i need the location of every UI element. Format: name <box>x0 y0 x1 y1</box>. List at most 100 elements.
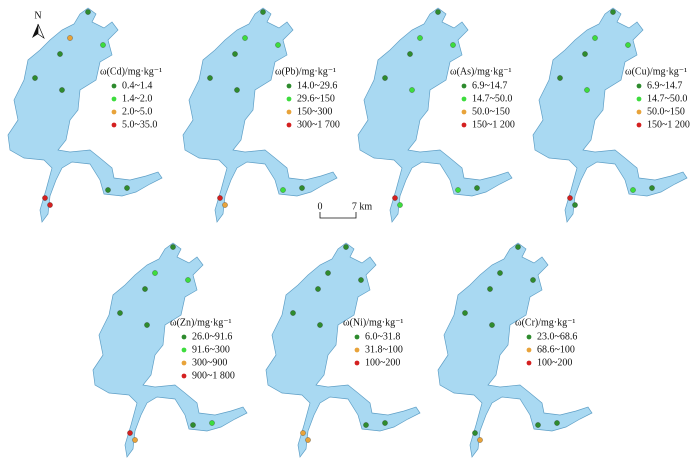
legend-swatch <box>526 360 532 366</box>
legend-swatch <box>181 347 187 353</box>
legend-swatch <box>181 334 187 340</box>
sample-site <box>124 185 130 191</box>
sample-site <box>305 437 311 443</box>
sample-site <box>455 187 461 193</box>
sample-site <box>142 286 148 292</box>
sample-site <box>358 277 364 283</box>
legend-swatch <box>636 109 642 115</box>
legend-swatch <box>111 96 117 102</box>
sample-site <box>584 87 590 93</box>
north-arrow: N <box>32 10 45 39</box>
legend-swatch <box>111 83 117 89</box>
sample-site <box>105 187 111 193</box>
legend-title: ω(Zn)/mg·kg⁻¹ <box>170 317 232 328</box>
sample-site <box>152 270 158 276</box>
sample-site <box>477 437 483 443</box>
sample-site <box>67 35 73 41</box>
sample-site <box>32 75 38 81</box>
sample-site <box>315 286 321 292</box>
sample-site <box>407 51 413 57</box>
sample-site <box>234 87 240 93</box>
legend-label: 300~900 <box>192 357 227 368</box>
sample-site <box>582 51 588 57</box>
legend-label: 50.0~150 <box>647 106 685 117</box>
sample-site <box>132 437 138 443</box>
legend-title: ω(Cd)/mg·kg⁻¹ <box>100 66 162 77</box>
legend-title: ω(Cr)/mg·kg⁻¹ <box>515 317 575 328</box>
sample-site <box>100 42 106 48</box>
sample-site <box>630 187 636 193</box>
sample-site <box>144 322 150 328</box>
legend-label: 14.0~29.6 <box>297 80 337 91</box>
legend-label: 29.6~150 <box>297 93 335 104</box>
legend-swatch <box>461 122 467 128</box>
sample-site <box>209 420 215 426</box>
sample-site <box>275 42 281 48</box>
sample-site <box>450 42 456 48</box>
sample-site <box>290 310 296 316</box>
sample-site <box>232 51 238 57</box>
legend-label: 1.4~2.0 <box>122 93 152 104</box>
legend-swatch <box>461 83 467 89</box>
sample-site <box>409 87 415 93</box>
legend-label: 6.9~14.7 <box>472 80 507 91</box>
legend-label: 23.0~68.6 <box>537 331 577 342</box>
legend-label: 26.0~91.6 <box>192 331 232 342</box>
legend-swatch <box>461 96 467 102</box>
legend-swatch <box>286 109 292 115</box>
map-panel: ω(As)/mg·kg⁻¹ 6.9~14.7 14.7~50.0 50.0~150 15… <box>357 7 515 223</box>
scale-start: 0 <box>318 201 323 212</box>
sample-site <box>487 286 493 292</box>
legend-label: 100~200 <box>365 357 400 368</box>
sample-site <box>649 185 655 191</box>
sample-site <box>343 244 349 250</box>
map-panel: ω(Cd)/mg·kg⁻¹ 0.4~1.4 1.4~2.0 2.0~5.0 5.0~35… <box>7 7 163 223</box>
legend-swatch <box>181 360 187 366</box>
sample-site <box>382 75 388 81</box>
legend-swatch <box>526 334 532 340</box>
legend-swatch <box>181 373 187 379</box>
sample-site <box>325 270 331 276</box>
legend-swatch <box>526 347 532 353</box>
legend-label: 68.6~100 <box>537 344 575 355</box>
sample-site <box>417 35 423 41</box>
map-panel: ω(Ni)/mg·kg⁻¹ 6.0~31.8 31.8~100 100~200 <box>265 242 421 458</box>
sample-site <box>185 277 191 283</box>
north-label: N <box>34 10 41 21</box>
sample-site <box>392 195 398 201</box>
legend-label: 0.4~1.4 <box>122 80 152 91</box>
sample-site <box>382 420 388 426</box>
sample-site <box>592 35 598 41</box>
sample-site <box>57 51 63 57</box>
sample-site <box>625 42 631 48</box>
legend-label: 14.7~50.0 <box>472 93 512 104</box>
sample-site <box>530 277 536 283</box>
sample-site <box>47 202 53 208</box>
sample-site <box>190 422 196 428</box>
legend-label: 900~1 800 <box>192 370 235 381</box>
scale-bar: 0 7 km <box>318 201 373 219</box>
sample-site <box>497 270 503 276</box>
map-panel: ω(Pb)/mg·kg⁻¹ 14.0~29.6 29.6~150 150~300 300… <box>182 7 340 223</box>
sample-site <box>462 310 468 316</box>
scale-end: 7 km <box>352 201 373 212</box>
sample-site <box>300 430 306 436</box>
sample-site <box>299 185 305 191</box>
sample-site <box>572 202 578 208</box>
sample-site <box>127 430 133 436</box>
sample-site <box>260 9 266 15</box>
sample-site <box>85 9 91 15</box>
legend-title: ω(Cu)/mg·kg⁻¹ <box>625 66 687 77</box>
legend-label: 14.7~50.0 <box>647 93 687 104</box>
legend-label: 5.0~35.0 <box>122 119 157 130</box>
sample-site <box>117 310 123 316</box>
sample-site <box>42 195 48 201</box>
legend-label: 300~1 700 <box>297 119 340 130</box>
legend-label: 2.0~5.0 <box>122 106 152 117</box>
sample-site <box>554 420 560 426</box>
legend-label: 6.9~14.7 <box>647 80 682 91</box>
legend-swatch <box>636 83 642 89</box>
sample-site <box>222 202 228 208</box>
sample-site <box>363 422 369 428</box>
